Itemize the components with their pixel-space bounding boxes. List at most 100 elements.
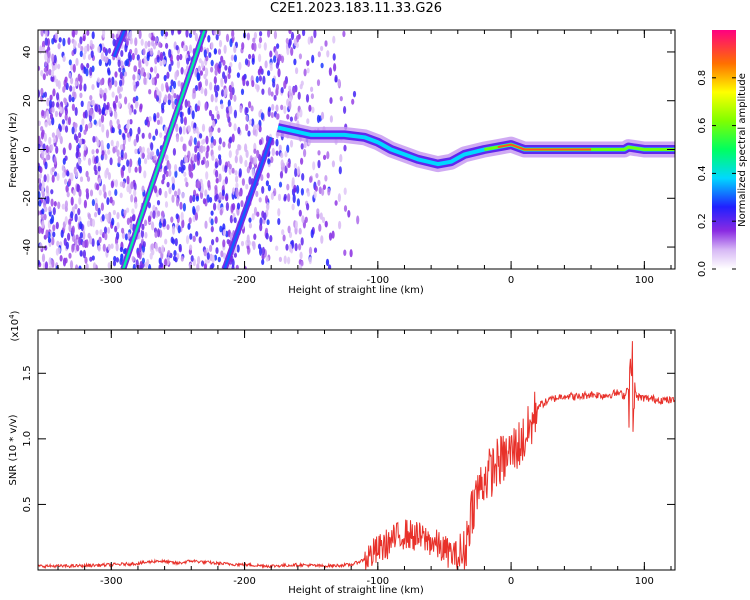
- noise-cell: [49, 99, 53, 109]
- noise-cell: [64, 76, 68, 83]
- noise-cell: [128, 107, 132, 116]
- noise-cell: [310, 35, 314, 44]
- noise-cell: [312, 161, 316, 171]
- noise-cell: [68, 218, 72, 226]
- noise-cell: [150, 243, 154, 251]
- noise-cell: [199, 133, 203, 139]
- noise-cell: [41, 129, 45, 137]
- noise-cell: [129, 127, 133, 137]
- noise-cell: [185, 157, 189, 163]
- noise-cell: [74, 106, 78, 116]
- noise-cell: [288, 101, 292, 110]
- noise-cell: [57, 201, 61, 210]
- noise-cell: [329, 115, 333, 123]
- noise-cell: [196, 105, 200, 112]
- noise-cell: [94, 104, 98, 112]
- noise-cell: [306, 118, 310, 125]
- noise-cell: [153, 155, 157, 161]
- noise-cell: [104, 153, 108, 161]
- noise-cell: [293, 162, 297, 170]
- noise-cell: [267, 70, 271, 77]
- noise-cell: [71, 96, 75, 103]
- noise-cell: [210, 41, 214, 50]
- noise-cell: [111, 33, 115, 39]
- noise-cell: [154, 242, 158, 250]
- colorbar-tick-label: 0.6: [697, 118, 708, 134]
- noise-cell: [154, 36, 158, 43]
- noise-cell: [298, 227, 302, 235]
- noise-cell: [221, 189, 225, 197]
- snr-frame: [37, 329, 676, 571]
- noise-cell: [207, 35, 211, 43]
- noise-cell: [131, 52, 135, 61]
- noise-cell: [39, 45, 43, 55]
- noise-cell: [46, 110, 50, 119]
- noise-cell: [308, 256, 312, 265]
- noise-cell: [70, 196, 74, 206]
- noise-cell: [91, 149, 95, 155]
- noise-cell: [168, 63, 172, 72]
- noise-cell: [310, 86, 314, 92]
- noise-cell: [159, 60, 163, 67]
- noise-cell: [98, 177, 102, 184]
- noise-cell: [46, 195, 50, 205]
- noise-cell: [177, 188, 181, 196]
- diagonal-line: [112, 30, 126, 58]
- noise-cell: [151, 77, 155, 86]
- noise-cell: [90, 50, 94, 59]
- noise-cell: [185, 181, 189, 188]
- noise-cell: [119, 85, 123, 92]
- noise-cell: [244, 159, 248, 168]
- noise-cell: [159, 51, 163, 61]
- noise-cell: [321, 216, 326, 224]
- noise-cell: [133, 109, 137, 115]
- noise-cell: [41, 253, 46, 263]
- noise-cell: [201, 159, 205, 166]
- noise-cell: [116, 149, 120, 157]
- noise-cell: [43, 199, 47, 209]
- noise-cell: [38, 120, 41, 127]
- noise-cell: [285, 243, 289, 251]
- noise-cell: [278, 256, 282, 263]
- noise-cell: [233, 45, 237, 54]
- noise-cell: [42, 143, 46, 152]
- noise-cell: [184, 99, 188, 108]
- noise-cell: [287, 225, 291, 234]
- noise-cell: [111, 76, 115, 86]
- noise-cell: [303, 148, 307, 158]
- noise-cell: [275, 62, 279, 69]
- noise-cell: [140, 38, 144, 46]
- noise-cell: [108, 190, 112, 197]
- noise-cell: [306, 202, 310, 211]
- noise-cell: [54, 110, 59, 118]
- noise-cell: [293, 58, 297, 66]
- noise-cell: [124, 152, 128, 160]
- noise-cell: [178, 126, 183, 135]
- noise-cell: [158, 221, 162, 229]
- noise-cell: [218, 192, 222, 201]
- noise-cell: [123, 209, 127, 216]
- noise-cell: [192, 235, 196, 243]
- noise-cell: [234, 170, 238, 176]
- noise-cell: [300, 188, 304, 196]
- bottom-x-tick-label: 0: [508, 576, 514, 587]
- noise-cell: [190, 255, 194, 262]
- noise-cell: [66, 191, 70, 198]
- noise-cell: [126, 185, 130, 193]
- noise-cell: [269, 50, 273, 58]
- noise-cell: [96, 183, 100, 191]
- noise-cell: [194, 212, 198, 221]
- noise-cell: [141, 132, 145, 139]
- noise-cell: [258, 139, 263, 146]
- noise-cell: [102, 46, 106, 53]
- noise-cell: [324, 174, 328, 182]
- noise-cell: [138, 30, 142, 40]
- noise-cell: [307, 36, 311, 45]
- noise-cell: [165, 81, 169, 90]
- noise-cell: [171, 101, 175, 110]
- noise-cell: [331, 160, 335, 168]
- noise-cell: [235, 182, 239, 189]
- noise-cell: [134, 37, 138, 47]
- noise-cell: [201, 123, 206, 133]
- noise-cell: [141, 257, 145, 264]
